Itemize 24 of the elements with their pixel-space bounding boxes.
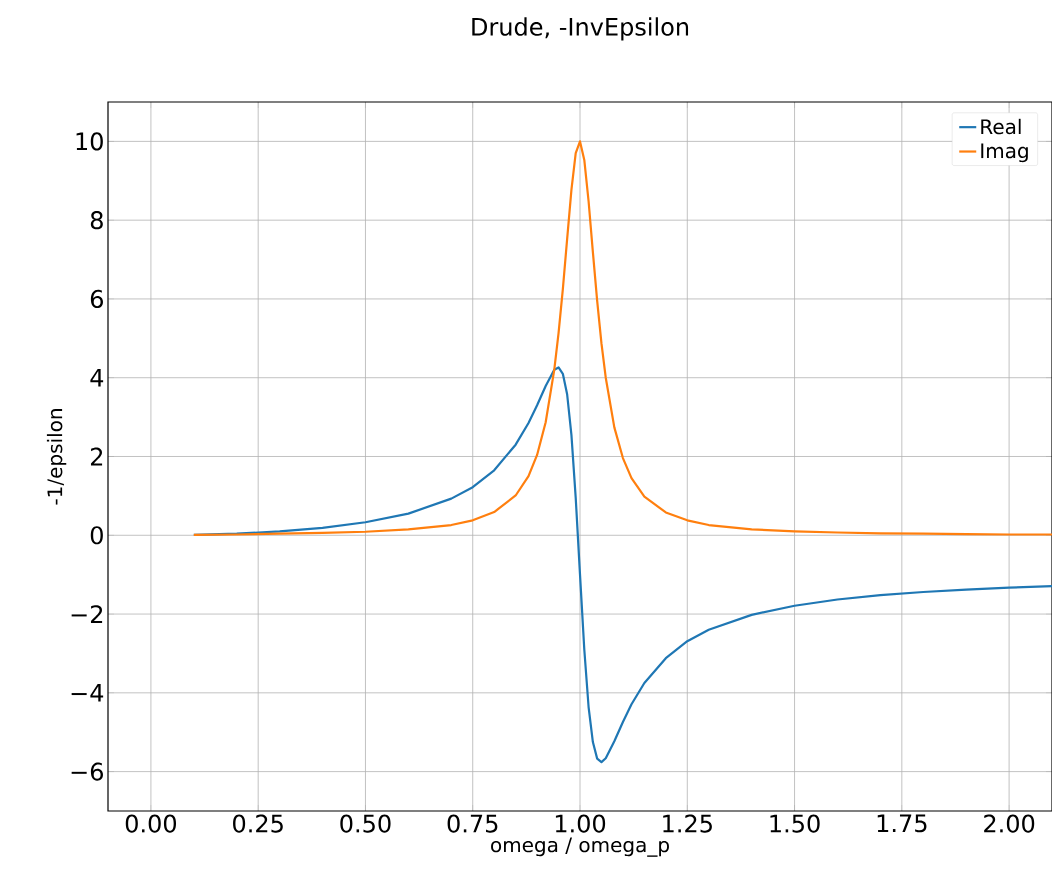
y-tick-label: −2: [71, 605, 103, 623]
line-series: [192, 140, 1052, 536]
y-axis-title: -1/epsilon: [46, 409, 67, 505]
y-tick-label: 0: [90, 526, 103, 545]
x-tick-label: 1.25: [663, 814, 712, 833]
x-axis-title: omega / omega_p: [491, 837, 669, 857]
y-tick-label: 6: [90, 289, 103, 309]
x-tick-label: 0.75: [447, 814, 498, 833]
y-tick-label: −4: [71, 684, 104, 702]
x-tick-label: 0.25: [233, 814, 283, 833]
y-tick-label: 4: [90, 368, 104, 387]
x-tick-label: 0.50: [340, 814, 391, 833]
x-tick-label: 1.50: [770, 814, 820, 833]
y-tick-label: −6: [71, 762, 103, 781]
x-tick-label: 1.75: [877, 814, 927, 833]
legend-label: Real: [981, 118, 1021, 135]
y-tick-label: 2: [90, 447, 103, 466]
chart-title: Drude, -InvEpsilon: [472, 17, 689, 41]
x-tick-label: 0.00: [125, 814, 177, 833]
y-tick-label: 8: [90, 211, 103, 230]
x-tick-label: 1.00: [555, 814, 606, 833]
y-tick-label: 10: [76, 132, 103, 151]
legend-label: Imag: [981, 143, 1028, 163]
x-tick-label: 2.00: [984, 814, 1035, 833]
